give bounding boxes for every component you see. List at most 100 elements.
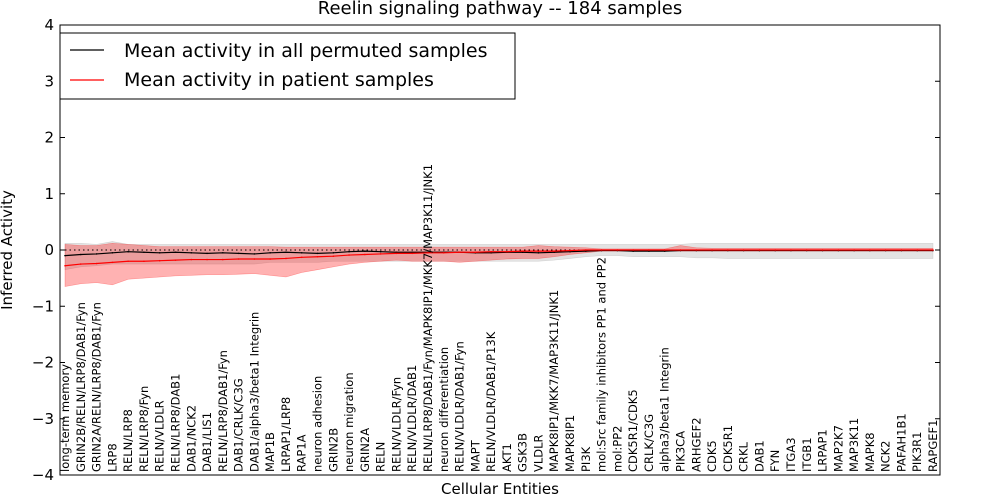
point-patient <box>663 249 666 251</box>
x-entity-label: MAPT <box>468 439 482 472</box>
x-entity-label: NCK2 <box>879 440 893 472</box>
point-permuted <box>79 253 82 256</box>
point-patient <box>253 258 256 260</box>
legend-label-patient: Mean activity in patient samples <box>124 69 434 91</box>
x-entity-label: MAPK8IP1 <box>563 415 577 472</box>
point-patient <box>711 249 713 251</box>
x-entity-label: MAPK8 <box>863 432 877 472</box>
x-entity-label: GSK3B <box>516 433 530 472</box>
point-patient <box>332 255 335 257</box>
x-entity-label: PIK3CA <box>673 431 687 472</box>
x-entity-label: CRKL <box>737 441 751 472</box>
point-patient <box>174 259 177 261</box>
point-patient <box>490 250 492 253</box>
x-entity-label: MAP1B <box>263 432 277 472</box>
point-permuted <box>143 251 145 254</box>
point-patient <box>442 252 445 254</box>
y-tick-label: −2 <box>32 354 54 372</box>
point-patient <box>379 253 382 255</box>
y-axis-label: Inferred Activity <box>0 190 16 310</box>
x-entity-label: PIK3R1 <box>910 432 924 473</box>
point-permuted <box>569 250 571 253</box>
point-patient <box>111 261 114 264</box>
point-permuted <box>285 251 287 254</box>
point-permuted <box>348 250 350 253</box>
y-tick-label: 1 <box>44 185 54 203</box>
point-patient <box>869 249 871 251</box>
point-patient <box>127 260 129 263</box>
x-entity-label: DAB1/CRLK/C3G <box>232 378 246 472</box>
point-permuted <box>490 252 492 254</box>
point-patient <box>348 254 350 256</box>
y-tick-label: −4 <box>32 466 54 484</box>
x-entity-label: RELN/LRP8/DAB1/Fyn/MAPK8IP1/MKK7/MAP3K11… <box>421 164 435 472</box>
point-patient <box>837 249 840 251</box>
point-patient <box>95 262 98 265</box>
point-patient <box>427 252 429 254</box>
point-patient <box>237 258 240 260</box>
x-entity-label: MAP2K7 <box>831 425 845 472</box>
point-patient <box>648 249 650 251</box>
x-entity-label: GRIN2B/RELN/LRP8/DAB1/Fyn <box>74 302 88 472</box>
point-patient <box>585 249 587 251</box>
point-permuted <box>174 251 177 254</box>
x-entity-label: LRPAP1/LRP8 <box>279 397 293 472</box>
x-entity-label: LRPAP1 <box>816 429 830 472</box>
y-axis: −4 −3 −2 −1 0 1 2 3 4 <box>32 16 940 484</box>
x-entity-label: GRIN2B <box>326 428 340 472</box>
y-tick-label: 2 <box>44 129 54 147</box>
x-entity-label: MAP3K11 <box>847 418 861 472</box>
point-permuted <box>190 252 193 254</box>
x-axis-label: Cellular Entities <box>441 480 559 498</box>
point-patient <box>916 249 919 251</box>
point-permuted <box>521 251 524 254</box>
series-lines <box>64 249 934 267</box>
x-entity-label: neuron migration <box>342 372 356 472</box>
point-patient <box>932 249 934 251</box>
point-patient <box>222 258 224 261</box>
point-permuted <box>253 253 256 255</box>
x-entity-label: PI3K <box>579 446 593 472</box>
point-permuted <box>663 250 666 252</box>
y-tick-label: −3 <box>32 410 54 428</box>
point-permuted <box>64 254 66 257</box>
point-patient <box>458 251 461 254</box>
point-permuted <box>222 252 224 254</box>
x-entity-label: RELN/LRP8/DAB1/Fyn <box>216 350 230 472</box>
point-patient <box>474 251 477 254</box>
x-entity-label: MAPK8IP1/MKK7/MAP3K11/JNK1 <box>547 290 561 472</box>
point-permuted <box>648 250 650 252</box>
x-entity-label: CDK5R1 <box>721 425 735 472</box>
point-permuted <box>379 250 382 253</box>
point-permuted <box>332 252 335 254</box>
point-patient <box>727 249 729 251</box>
point-permuted <box>237 252 240 255</box>
x-entity-label: RELN/LRP8/Fyn <box>137 386 151 472</box>
point-patient <box>537 250 540 252</box>
x-entity-label: mol:Src family inhibitors PP1 and PP2 <box>595 257 609 472</box>
x-entity-label: FYN <box>768 450 782 472</box>
x-entity-label: CDK5 <box>705 440 719 472</box>
x-entity-label: DAB1 <box>752 440 766 472</box>
point-patient <box>206 258 208 261</box>
x-entity-label: RELN/VLDLR/DAB1/Fyn <box>453 341 467 472</box>
point-patient <box>395 252 398 255</box>
x-entity-label: GRIN2A <box>358 428 372 472</box>
point-permuted <box>95 253 98 255</box>
point-patient <box>143 260 145 263</box>
point-permuted <box>395 251 398 254</box>
point-permuted <box>111 252 114 254</box>
point-permuted <box>158 252 161 254</box>
point-patient <box>774 249 776 251</box>
y-tick-label: 3 <box>44 72 54 90</box>
point-patient <box>742 249 745 251</box>
point-patient <box>569 249 571 252</box>
point-patient <box>64 264 66 267</box>
point-patient <box>695 249 698 251</box>
point-patient <box>158 259 161 262</box>
x-entity-label: RELN/LRP8 <box>121 409 135 472</box>
x-entity-label: alpha3/beta1 Integrin <box>658 347 672 472</box>
x-axis-entity-labels: long-term memory GRIN2B/RELN/LRP8/DAB1/Fy… <box>58 164 940 472</box>
x-entity-label: RELN/VLDLR <box>153 400 167 472</box>
